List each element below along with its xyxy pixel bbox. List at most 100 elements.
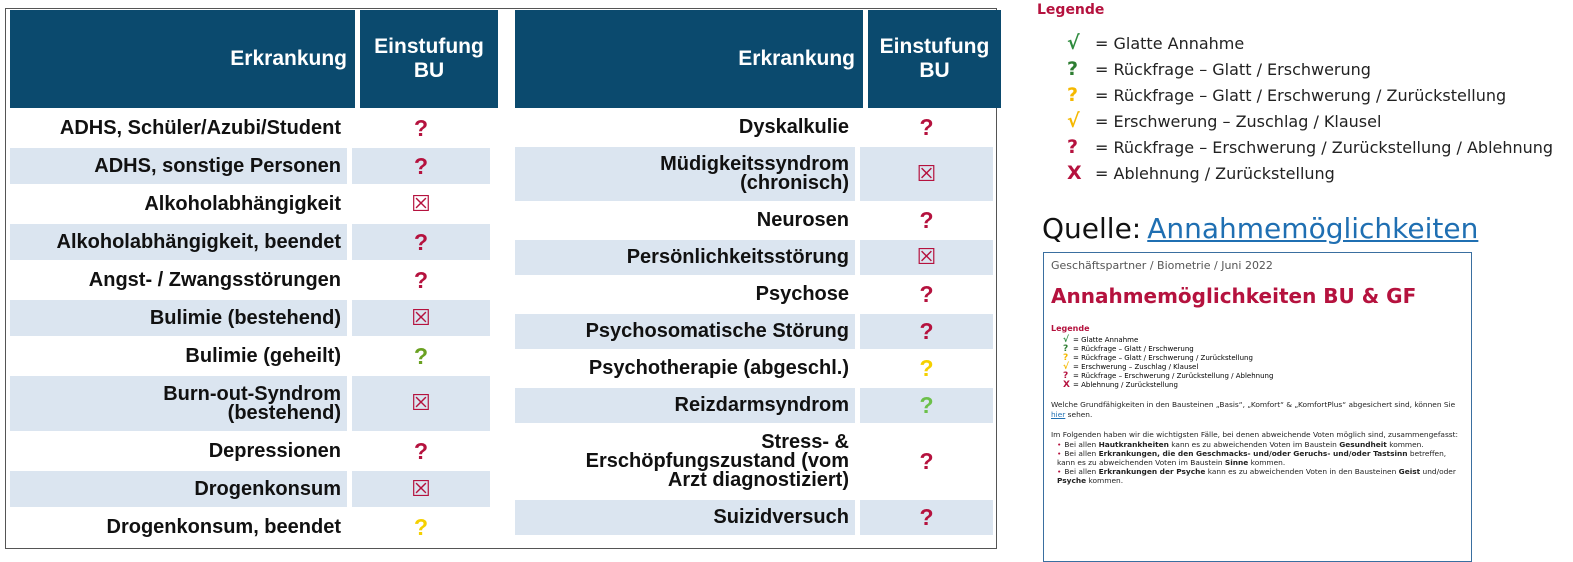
table-row: Depressionen? <box>10 433 498 469</box>
legend-symbol: ? <box>1067 136 1079 158</box>
disease: Alkoholabhängigkeit, beendet <box>10 224 347 260</box>
legend-symbol: ? <box>1063 353 1069 363</box>
disease: Bulimie (bestehend) <box>10 300 347 336</box>
table-row: Psychotherapie (abgeschl.)? <box>515 351 1001 386</box>
table-row: Drogenkonsum ☒ <box>10 471 498 507</box>
table-row: Bulimie (bestehend) ☒ <box>10 300 498 336</box>
source-link[interactable]: Annahmemöglichkeiten <box>1147 212 1479 245</box>
table-row: Suizidversuch? <box>515 500 1001 535</box>
rating: ☒ <box>352 471 490 507</box>
left-table: Erkrankung Einstufung BU ADHS, Schüler/Azu… <box>10 10 498 547</box>
disease: Burn-out-Syndrom (bestehend) <box>10 376 347 431</box>
disease: Suizidversuch <box>515 500 855 535</box>
disease: Müdigkeitssyndrom (chronisch) <box>515 147 855 201</box>
disease: Dyskalkulie <box>738 116 849 138</box>
disease: Reizdarmsyndrom <box>515 388 855 423</box>
bold-text: Geist <box>1398 467 1421 476</box>
table-row: Neurosen? <box>515 203 1001 238</box>
table-row: Stress- & Erschöpfungszustand (vom Arzt … <box>515 425 1001 498</box>
header-row: Erkrankung Einstufung BU <box>515 10 1001 108</box>
bullet: Bei allen Hautkrankheiten kann es zu abw… <box>1057 440 1464 449</box>
thumbnail: Geschäftspartner / Biometrie / Juni 2022… <box>1043 252 1472 562</box>
rating: ? <box>413 266 429 293</box>
legend-symbol: √ <box>1063 362 1070 372</box>
table-row: Psychosomatische Störung? <box>515 314 1001 349</box>
table-row: Angst- / Zwangsstörungen? <box>10 262 498 298</box>
column-header: Einstufung BU <box>868 10 1001 108</box>
legend-symbol: ? <box>1063 371 1069 381</box>
disease: Psychotherapie (abgeschl.) <box>588 357 849 379</box>
bold-text: Gesundheit <box>1339 440 1387 449</box>
bold-text: Hautkrankheiten <box>1098 440 1169 449</box>
paragraph: Im Folgenden haben wir die wichtigsten F… <box>1051 430 1464 440</box>
table-row: ADHS, sonstige Personen? <box>10 148 498 184</box>
table-row: Alkoholabhängigkeit ☒ <box>10 186 498 222</box>
column-header: Einstufung BU <box>360 10 498 108</box>
legend-text: = Glatte Annahme <box>1095 34 1245 53</box>
paragraph: Welche Grundfähigkeiten in den Bausteine… <box>1051 400 1464 420</box>
source: Quelle: Annahmemöglichkeiten <box>1042 212 1478 245</box>
text: kommen. <box>1086 476 1124 485</box>
text: und/oder <box>1420 467 1456 476</box>
legend-item: ? = Rückfrage – Glatt / Erschwerung <box>1067 58 1371 80</box>
rating: ? <box>919 355 934 381</box>
column-header: Erkrankung <box>10 10 355 108</box>
thumbnail-legend-item: X = Ablehnung / Zurückstellung <box>1051 381 1464 390</box>
table-frame <box>5 8 997 549</box>
legend-item: ? = Rückfrage – Erschwerung / Zurückstell… <box>1067 136 1553 158</box>
rating: ? <box>413 114 429 141</box>
disease: Stress- & Erschöpfungszustand (vom Arzt … <box>585 431 849 491</box>
legend-item: √ = Erschwerung – Zuschlag / Klausel <box>1067 110 1381 132</box>
rating: ? <box>860 314 993 349</box>
thumbnail-legend-item: ? = Rückfrage – Erschwerung / Zurückstell… <box>1051 372 1464 381</box>
rating: ? <box>413 342 429 369</box>
disease: Alkoholabhängigkeit <box>144 192 341 215</box>
disease: Bulimie (geheilt) <box>185 344 341 367</box>
rating: ☒ <box>860 147 993 201</box>
right-table: Erkrankung Einstufung BU Dyskalkulie? Müdig… <box>515 10 1001 537</box>
disease: Persönlichkeitsstörung <box>515 240 855 275</box>
legend-title: Legende <box>1037 2 1105 18</box>
legend-text: = Rückfrage – Glatt / Erschwerung <box>1073 345 1194 353</box>
legend-text: = Rückfrage – Glatt / Erschwerung / Zurü… <box>1073 354 1253 362</box>
legend-symbol: √ <box>1063 335 1070 345</box>
text: kommen. <box>1386 440 1424 449</box>
legend-text: = Erschwerung – Zuschlag / Klausel <box>1095 112 1382 131</box>
bold-text: Psyche <box>1057 476 1087 485</box>
disease: Psychosomatische Störung <box>515 314 855 349</box>
disease: Psychose <box>755 283 849 305</box>
breadcrumb: Geschäftspartner / Biometrie / Juni 2022 <box>1051 259 1273 272</box>
legend-symbol: ? <box>1067 58 1079 80</box>
table-row: Persönlichkeitsstörung ☒ <box>515 240 1001 275</box>
thumbnail-legend-item: ? = Rückfrage – Glatt / Erschwerung <box>1051 345 1464 354</box>
rating: ? <box>860 388 993 423</box>
text: Bei allen <box>1064 449 1099 458</box>
text: sehen. <box>1065 410 1093 419</box>
rating: ? <box>352 148 490 184</box>
legend-item: ? = Rückfrage – Glatt / Erschwerung / Zur… <box>1067 84 1506 106</box>
table-row: Bulimie (geheilt)? <box>10 338 498 374</box>
table-row: Dyskalkulie? <box>515 110 1001 145</box>
legend-text: = Ablehnung / Zurückstellung <box>1095 164 1335 183</box>
thumbnail-legend-title: Legende <box>1051 324 1090 333</box>
text: Im Folgenden haben wir die wichtigsten F… <box>1051 430 1459 439</box>
rating: ☒ <box>411 191 431 217</box>
legend-symbol: ? <box>1067 84 1079 106</box>
legend-text: = Rückfrage – Erschwerung / Zurückstellu… <box>1095 138 1554 157</box>
legend-item: √ = Glatte Annahme <box>1067 32 1244 54</box>
legend-text: = Erschwerung – Zuschlag / Klausel <box>1073 363 1199 371</box>
bold-text: Sinne <box>1224 458 1249 467</box>
link[interactable]: hier <box>1051 410 1066 419</box>
disease: ADHS, Schüler/Azubi/Student <box>59 116 341 139</box>
rating: ? <box>352 224 490 260</box>
table-row: Reizdarmsyndrom? <box>515 388 1001 423</box>
text: kann es zu abweichenden Voten in den Bau… <box>1205 467 1399 476</box>
bullet-list: Bei allen Hautkrankheiten kann es zu abw… <box>1051 440 1464 485</box>
disease: Depressionen <box>208 439 341 462</box>
text: Bei allen <box>1064 440 1099 449</box>
legend-text: = Rückfrage – Erschwerung / Zurückstellu… <box>1073 372 1274 380</box>
thumbnail-title: Annahmemöglichkeiten BU & GF <box>1051 284 1417 308</box>
text: Welche Grundfähigkeiten in den Bausteine… <box>1051 400 1456 409</box>
thumbnail-legend-item: ? = Rückfrage – Glatt / Erschwerung / Zur… <box>1051 354 1464 363</box>
rating: ? <box>413 437 429 464</box>
